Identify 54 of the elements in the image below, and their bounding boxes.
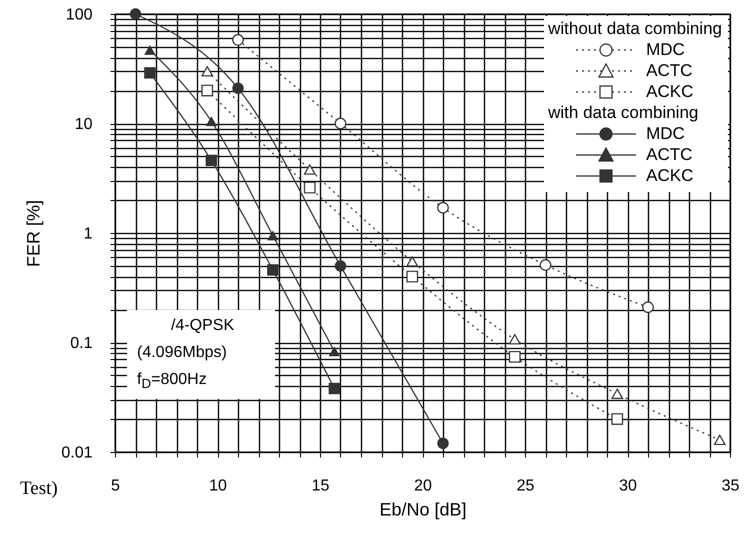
annotation: with data combining	[548, 102, 700, 123]
point	[437, 438, 449, 450]
x-tick-label: 30	[619, 478, 637, 494]
legend-label: MDC	[646, 39, 685, 60]
x-tick-label: 15	[312, 478, 330, 494]
x-tick-label: 5	[111, 478, 120, 494]
point	[144, 44, 156, 55]
x-tick-label: 20	[414, 478, 432, 494]
annotation: without data combining	[548, 18, 722, 39]
point	[642, 301, 654, 314]
y-axis-title: FER [%]	[23, 200, 44, 268]
y-tick-label: 10	[74, 116, 93, 133]
point	[144, 67, 156, 79]
point	[201, 84, 214, 96]
point	[232, 34, 244, 46]
legend-label: ACKC	[646, 165, 694, 186]
point	[611, 388, 624, 399]
y-tick-label: 0.01	[61, 444, 93, 462]
point	[206, 116, 218, 126]
point	[304, 182, 316, 194]
legend-label: MDC	[646, 123, 685, 144]
point	[540, 259, 552, 271]
point	[328, 382, 340, 394]
y-tick-label: 0.1	[70, 335, 93, 352]
point	[328, 346, 340, 356]
annotation: /4-QPSK	[170, 316, 236, 336]
annotation: (4.096Mbps)	[136, 343, 228, 363]
legend-label: ACTC	[646, 60, 692, 81]
annotation: f$_{D}$=800Hz	[136, 370, 208, 394]
legend-label: ACKC	[646, 81, 694, 102]
point	[406, 256, 418, 267]
point	[508, 350, 521, 363]
x-tick-label: 25	[516, 478, 534, 494]
point	[508, 334, 521, 344]
point	[334, 260, 346, 272]
point	[232, 82, 244, 94]
x-tick-label: 35	[722, 478, 740, 494]
point	[714, 434, 726, 446]
point	[406, 270, 418, 282]
point	[611, 413, 624, 425]
x-axis-title: Eb/No [dB]	[379, 500, 467, 520]
point	[206, 154, 218, 166]
point	[267, 230, 279, 240]
y-tick-label: 1	[84, 226, 93, 242]
y-tick-label: 100	[66, 6, 93, 24]
point	[267, 264, 279, 276]
point	[201, 66, 214, 76]
legend-label: ACTC	[646, 144, 692, 165]
point	[437, 202, 449, 214]
text: Test)	[20, 478, 58, 500]
point	[334, 118, 346, 130]
point	[304, 164, 316, 175]
point	[130, 8, 142, 20]
x-tick-label: 10	[209, 478, 227, 494]
